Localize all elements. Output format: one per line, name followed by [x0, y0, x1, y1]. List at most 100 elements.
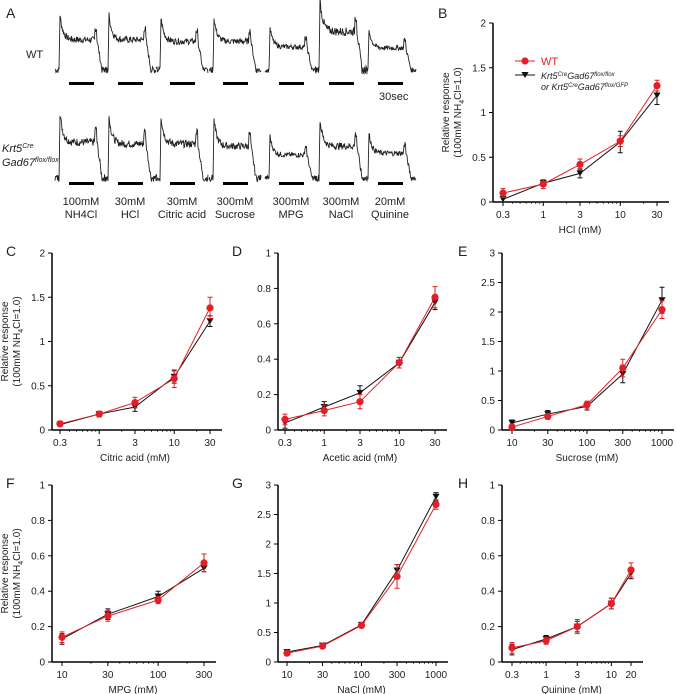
series-ko: [508, 567, 635, 656]
y-tick-label: 0: [480, 198, 486, 209]
series-wt: [56, 296, 214, 428]
y-tick-label: 0.8: [31, 516, 45, 527]
series-wt: [58, 553, 208, 644]
data-point-wt: [542, 637, 550, 645]
y-tick-label: 1: [480, 108, 486, 119]
trace-ko: [363, 133, 417, 183]
stimulus-concentration: 300mM: [273, 196, 310, 208]
data-point-wt: [393, 572, 401, 581]
chart-h: H 0 0.2 0.4 0.6 0.8 1 0.3 1 3 10 20 Quinine (mM): [458, 475, 643, 694]
legend-label-ko-line1: Krt5CreGad67flox/flox: [541, 71, 616, 81]
stimulus-name: Sucrose: [215, 209, 255, 221]
stimulus-concentration: 300mM: [323, 196, 360, 208]
y-tick-label: 0.2: [481, 622, 495, 633]
data-point-wt: [58, 633, 66, 641]
y-tick-label: 1.5: [31, 293, 45, 304]
data-point-wt: [539, 180, 547, 188]
chart-c: C 0 0.5 1 1.5 2 0.3 1 3 10 30 Citric acid (mM) Relat…: [0, 243, 222, 464]
legend-marker-wt: [521, 57, 529, 65]
x-tick-label: 300: [614, 438, 631, 449]
panel-label: F: [6, 475, 15, 491]
x-tick-label: 30: [542, 438, 554, 449]
y-axis-label: Relative response: [0, 301, 11, 381]
data-point-wt: [583, 401, 591, 409]
data-point-ko: [576, 170, 584, 177]
stimulus-bar: [170, 182, 195, 185]
x-tick-label: 300: [389, 670, 406, 681]
x-tick-label: 300: [196, 670, 213, 681]
data-point-wt: [499, 189, 507, 197]
y-tick-label: 2: [39, 249, 45, 260]
y-tick-label: 0.5: [472, 153, 486, 164]
chart-e: E 0 0.5 1 1.5 2 2.5 3 10 30 100 300 1000 Sucrose (mM): [458, 243, 674, 464]
x-tick-label: 10: [281, 670, 293, 681]
x-axis-label: Sucrose (mM): [556, 453, 619, 464]
series-ko: [499, 86, 661, 203]
stimulus-name: Quinine: [371, 209, 409, 221]
series-wt: [281, 286, 439, 426]
stimulus-name: NaCl: [329, 209, 353, 221]
y-axis-label: Relative response: [0, 533, 11, 613]
trace-wt: [54, 15, 108, 74]
trace-ko: [264, 134, 318, 181]
data-point-wt: [627, 566, 635, 574]
data-point-wt: [318, 642, 327, 650]
chart-g: G 0 0.5 1 1.5 2 2.5 3 10 30 100 300 1000 NaCl (mM): [232, 475, 448, 694]
y-tick-label: 1: [265, 249, 271, 260]
x-tick-label: 30: [429, 438, 441, 449]
x-tick-label: 10: [606, 670, 618, 681]
trace-wt: [363, 30, 417, 73]
stimulus-concentration: 100mM: [63, 196, 100, 208]
y-tick-label: 3: [489, 249, 495, 260]
y-axis-label-units: (100mM NH4Cl=1.0): [12, 528, 25, 618]
data-point-wt: [508, 423, 516, 431]
stimulus-bar: [378, 182, 403, 185]
row-label-ko-line1: Krt5Cre: [2, 143, 34, 155]
stimulus-name: NH4Cl: [65, 209, 97, 221]
series-line: [502, 95, 658, 200]
x-tick-label: 10: [394, 438, 406, 449]
x-axis-label: Acetic acid (mM): [323, 453, 397, 464]
data-point-wt: [104, 612, 112, 620]
y-tick-label: 0: [39, 426, 45, 437]
stimulus-concentration: 20mM: [375, 196, 406, 208]
y-tick-label: 0: [489, 426, 495, 437]
y-tick-label: 1.5: [257, 569, 271, 580]
trace-wt: [314, 0, 368, 76]
y-tick-label: 0: [39, 658, 45, 669]
stimulus-bar: [223, 182, 248, 185]
data-point-ko: [658, 297, 666, 304]
y-tick-label: 0.4: [481, 587, 495, 598]
series-ko: [58, 564, 208, 645]
series-line: [61, 562, 205, 638]
y-tick-label: 3: [265, 481, 271, 492]
x-tick-label: 0.3: [53, 438, 67, 449]
data-point-ko: [653, 92, 661, 99]
stimulus-bar: [279, 182, 304, 185]
row-label-ko-line2: Gad67flox/flox: [2, 157, 59, 169]
y-tick-label: 1: [489, 481, 495, 492]
x-axis-label: NaCl (mM): [337, 685, 385, 694]
x-tick-label: 100: [353, 670, 370, 681]
y-tick-label: 0: [265, 658, 271, 669]
stimulus-bar: [223, 82, 248, 85]
data-point-wt: [320, 406, 328, 415]
y-tick-label: 0.2: [257, 390, 271, 401]
data-point-wt: [281, 415, 289, 423]
y-axis-label: Relative response: [441, 72, 452, 152]
x-tick-label: 10: [506, 438, 518, 449]
y-tick-label: 1: [265, 599, 271, 610]
x-tick-label: 100: [150, 670, 167, 681]
y-tick-label: 0: [489, 658, 495, 669]
x-axis-label: MPG (mM): [109, 685, 158, 694]
x-tick-label: 1: [543, 670, 549, 681]
y-tick-label: 1: [39, 481, 45, 492]
trace-wt: [103, 12, 157, 74]
data-point-wt: [283, 649, 291, 657]
stimulus-concentration: 300mM: [217, 196, 254, 208]
series-ko: [56, 315, 214, 428]
y-tick-label: 0.6: [257, 319, 271, 330]
panel-label: G: [232, 475, 243, 491]
y-axis-label-units: (100mM NH4Cl=1.0): [453, 67, 466, 157]
